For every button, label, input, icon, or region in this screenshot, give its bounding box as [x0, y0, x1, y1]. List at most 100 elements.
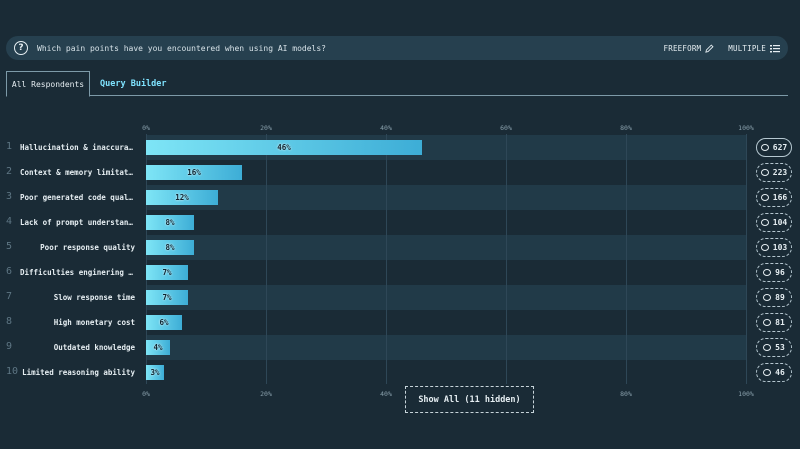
bar[interactable]: 6% [146, 315, 182, 330]
bar[interactable]: 46% [146, 140, 422, 155]
row-background [146, 260, 746, 285]
bar[interactable]: 4% [146, 340, 170, 355]
count-value: 103 [772, 243, 788, 252]
gridline [266, 134, 267, 384]
response-count-badge[interactable]: 89 [756, 288, 792, 307]
row-background [146, 335, 746, 360]
x-tick-label-bottom: 0% [142, 390, 150, 398]
bar-value-label: 7% [162, 293, 172, 302]
bar-value-label: 12% [175, 193, 189, 202]
comment-bubble-icon [763, 319, 772, 326]
row-background [146, 310, 746, 335]
row-background [146, 160, 746, 185]
bar-value-label: 4% [153, 343, 163, 352]
comment-bubble-icon [760, 194, 769, 201]
row-label: Difficulties enginering p... [20, 267, 135, 277]
show-all-button[interactable]: Show All (11 hidden) [405, 386, 534, 413]
row-rank: 4 [6, 215, 13, 227]
x-tick-label-bottom: 100% [738, 390, 754, 398]
x-tick-label-top: 20% [260, 124, 272, 132]
comment-bubble-icon [763, 344, 772, 351]
row-rank: 3 [6, 190, 13, 202]
count-value: 81 [775, 318, 785, 327]
count-value: 627 [772, 143, 788, 152]
row-background [146, 285, 746, 310]
comment-bubble-icon [763, 369, 772, 376]
row-rank: 8 [6, 315, 13, 327]
row-label: Poor response quality [40, 242, 135, 252]
bar[interactable]: 16% [146, 165, 242, 180]
row-label: Hallucination & inaccurac... [20, 142, 135, 152]
bar[interactable]: 7% [146, 290, 188, 305]
response-count-badge[interactable]: 46 [756, 363, 792, 382]
x-tick-label-top: 40% [380, 124, 392, 132]
x-tick-label-top: 60% [500, 124, 512, 132]
bar[interactable]: 8% [146, 215, 194, 230]
bar[interactable]: 12% [146, 190, 218, 205]
row-label: Outdated knowledge [53, 342, 135, 352]
x-tick-label-top: 100% [738, 124, 754, 132]
gridline [626, 134, 627, 384]
x-tick-label-top: 0% [142, 124, 150, 132]
gridline [146, 134, 147, 384]
count-value: 223 [772, 168, 788, 177]
question-mark-icon: ? [14, 41, 28, 55]
multiple-label: MULTIPLE [728, 43, 766, 53]
comment-bubble-icon [760, 244, 769, 251]
question-text: Which pain points have you encountered w… [37, 43, 326, 53]
gridline [386, 134, 387, 384]
comment-bubble-icon [763, 294, 772, 301]
row-rank: 1 [6, 140, 13, 152]
bar-value-label: 8% [165, 243, 175, 252]
x-tick-label-bottom: 20% [260, 390, 272, 398]
gridline [506, 134, 507, 384]
bar-value-label: 16% [187, 168, 201, 177]
count-value: 46 [775, 368, 785, 377]
count-value: 96 [775, 268, 785, 277]
response-count-badge[interactable]: 166 [756, 188, 792, 207]
row-background [146, 185, 746, 210]
response-count-badge[interactable]: 103 [756, 238, 792, 257]
bar-value-label: 6% [159, 318, 169, 327]
row-label: Lack of prompt understand... [20, 217, 135, 227]
row-label: Poor generated code quali... [20, 192, 135, 202]
freeform-label: FREEFORM [663, 43, 702, 53]
count-value: 104 [772, 218, 788, 227]
bar-value-label: 46% [277, 143, 291, 152]
response-count-badge[interactable]: 96 [756, 263, 792, 282]
comment-bubble-icon [763, 269, 772, 276]
x-tick-label-bottom: 40% [380, 390, 392, 398]
bar[interactable]: 8% [146, 240, 194, 255]
count-value: 89 [775, 293, 785, 302]
response-count-badge[interactable]: 223 [756, 163, 792, 182]
response-count-badge[interactable]: 627 [756, 138, 792, 157]
response-count-badge[interactable]: 53 [756, 338, 792, 357]
tab-query-builder[interactable]: Query Builder [100, 78, 167, 89]
row-label: High monetary cost [53, 317, 135, 327]
tab-bar: All Respondents Query Builder [6, 71, 788, 97]
response-count-badge[interactable]: 104 [756, 213, 792, 232]
bar[interactable]: 3% [146, 365, 164, 380]
freeform-toggle[interactable]: FREEFORM [664, 44, 715, 53]
comment-bubble-icon [760, 144, 769, 151]
x-tick-label-bottom: 80% [620, 390, 632, 398]
bar-value-label: 8% [165, 218, 175, 227]
row-rank: 7 [6, 290, 13, 302]
bar-value-label: 3% [150, 368, 160, 377]
row-rank: 6 [6, 265, 13, 277]
gridline [746, 134, 747, 384]
bar[interactable]: 7% [146, 265, 188, 280]
row-background [146, 235, 746, 260]
row-label: Limited reasoning ability [22, 367, 135, 377]
row-label: Slow response time [53, 292, 135, 302]
row-background [146, 210, 746, 235]
row-background [146, 360, 746, 385]
response-count-badge[interactable]: 81 [756, 313, 792, 332]
row-rank: 2 [6, 165, 13, 177]
count-value: 166 [772, 193, 788, 202]
tab-all-respondents[interactable]: All Respondents [6, 71, 90, 97]
multiple-toggle[interactable]: MULTIPLE [728, 44, 780, 53]
bar-value-label: 7% [162, 268, 172, 277]
row-rank: 9 [6, 340, 13, 352]
